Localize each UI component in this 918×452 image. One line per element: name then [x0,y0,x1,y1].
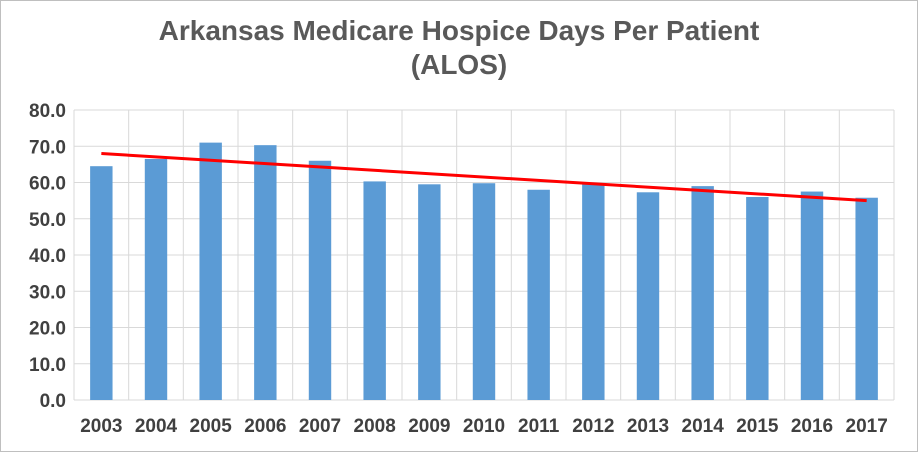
x-tick-label: 2004 [135,416,178,437]
bar-2013 [636,192,660,400]
x-tick-label: 2011 [518,416,560,437]
x-tick-label: 2014 [682,416,725,437]
x-tick-label: 2007 [299,416,341,437]
y-tick-label: 20.0 [29,319,66,340]
y-tick-label: 30.0 [29,282,66,303]
y-tick-label: 40.0 [29,246,66,267]
bar-2015 [746,197,769,400]
x-tick-label: 2006 [244,416,286,437]
x-tick-label: 2005 [190,416,233,437]
x-tick-label: 2016 [791,416,833,437]
trendline [101,152,867,203]
chart-title-line1: Arkansas Medicare Hospice Days Per Patie… [158,15,760,46]
bar-2016 [800,191,824,400]
bar-2007 [308,160,332,400]
bar-2014 [691,186,714,400]
y-tick-label: 10.0 [29,355,66,376]
bar-2008 [363,181,386,400]
bar-2003 [90,166,113,400]
bar-2011 [527,189,550,400]
x-tick-label: 2013 [627,416,669,437]
chart-title: Arkansas Medicare Hospice Days Per Patie… [0,14,918,82]
x-tick-label: 2010 [463,416,505,437]
bar-2010 [472,183,496,400]
bar-2012 [582,183,605,400]
y-tick-label: 50.0 [29,210,66,231]
bar-2006 [254,145,277,400]
bar-2004 [144,158,168,400]
y-tick-label: 70.0 [29,137,66,158]
x-tick-label: 2015 [736,416,779,437]
bar-2017 [855,197,878,400]
bars [90,142,878,400]
x-axis-ticks: 2003 2004 2005 2006 2007 2008 2009 2010 2011 2012… [80,416,888,437]
y-tick-label: 80.0 [29,101,66,122]
x-tick-label: 2009 [408,416,450,437]
chart-title-line2: (ALOS) [410,49,508,80]
y-axis-ticks: 0.0 10.0 20.0 30.0 40.0 50.0 60.0 70.0 80.0 [29,101,66,412]
bar-2009 [418,184,441,400]
x-tick-label: 2012 [572,416,614,437]
x-tick-label: 2017 [846,416,888,437]
trendline-group [101,152,867,203]
x-tick-label: 2008 [354,416,396,437]
y-tick-label: 0.0 [40,391,66,412]
y-tick-label: 60.0 [29,174,66,195]
x-tick-label: 2003 [80,416,122,437]
bar-2005 [199,142,222,400]
